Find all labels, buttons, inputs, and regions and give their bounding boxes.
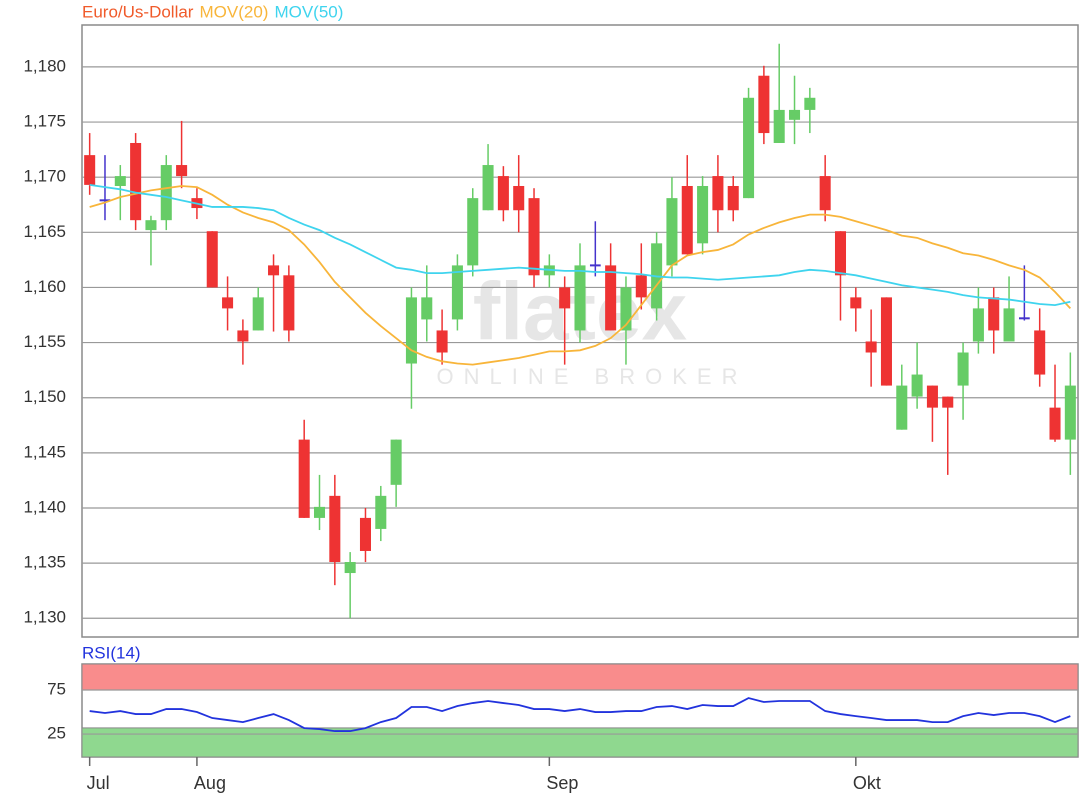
y-tick-label: 1,145 <box>23 442 66 461</box>
legend-entry: RSI(14) <box>82 643 141 662</box>
candle-body <box>620 287 632 331</box>
y-tick-label: 1,170 <box>23 167 66 186</box>
candle-body <box>773 109 785 143</box>
candle-body <box>145 220 157 231</box>
candle-body <box>559 287 571 309</box>
candle-body <box>743 97 755 199</box>
series-line <box>89 697 1071 732</box>
candle-body <box>666 198 678 266</box>
candle-body <box>834 231 847 276</box>
candle-body <box>160 165 172 221</box>
candle-body <box>574 265 586 331</box>
candle-body <box>130 142 142 221</box>
candle-body <box>84 155 96 185</box>
legend-entry: MOV(50) <box>274 2 343 21</box>
candle-body <box>1049 407 1061 440</box>
candle-body <box>436 330 448 353</box>
candle-body <box>298 439 310 518</box>
candle-body <box>804 97 816 110</box>
candle-body <box>727 185 739 211</box>
y-tick-label: 1,130 <box>23 608 66 627</box>
x-tick-label: Aug <box>194 773 226 793</box>
candle-body <box>880 297 892 386</box>
candle-body <box>911 374 923 397</box>
y-tick-label: 1,180 <box>23 56 66 75</box>
candle-body <box>237 330 249 342</box>
y-tick-label: 25 <box>47 724 66 743</box>
candle-body <box>865 341 877 353</box>
x-tick-label: Okt <box>853 773 881 793</box>
candle-body <box>467 198 479 266</box>
series-line <box>89 183 1071 306</box>
y-tick-label: 75 <box>47 679 66 698</box>
legend-entry: Euro/Us-Dollar <box>82 2 194 21</box>
candle-body <box>344 562 356 574</box>
candle-body <box>222 297 234 309</box>
y-tick-label: 1,165 <box>23 222 66 241</box>
y-tick-label: 1,135 <box>23 553 66 572</box>
series-line <box>89 185 1072 366</box>
x-tick-label: Jul <box>87 773 110 793</box>
candle-body <box>758 75 770 134</box>
candle-body <box>635 275 647 298</box>
candle-body <box>313 506 326 518</box>
candle-body <box>896 385 908 430</box>
candle-body <box>497 176 509 211</box>
candle-body <box>359 517 371 551</box>
candle-body <box>528 198 540 276</box>
x-tick-label: Sep <box>546 773 578 793</box>
candle-body <box>176 165 188 177</box>
candle-body <box>375 495 387 529</box>
candle-body <box>926 385 938 408</box>
zone <box>81 727 1079 758</box>
candle-body <box>405 297 417 364</box>
candle-body <box>268 265 280 276</box>
candle-body <box>252 297 264 331</box>
zone <box>81 663 1079 691</box>
candle-body <box>421 297 433 320</box>
y-tick-label: 1,140 <box>23 497 66 516</box>
candle-body <box>942 396 954 408</box>
candle-body <box>390 439 402 485</box>
candle-body <box>819 176 831 211</box>
candle-body <box>850 297 862 309</box>
candle-body <box>283 275 295 331</box>
legend-entry: MOV(20) <box>199 2 268 21</box>
candle-body <box>451 265 463 320</box>
candle-body <box>957 352 969 386</box>
y-tick-label: 1,175 <box>23 112 66 131</box>
candle-body <box>1064 385 1076 440</box>
candle-body <box>697 185 709 244</box>
candle-body <box>1034 330 1046 375</box>
candle-body <box>972 308 984 342</box>
candle-body <box>988 297 1000 331</box>
y-tick-label: 1,150 <box>23 387 66 406</box>
candle-body <box>605 265 617 331</box>
candle-body <box>712 176 724 211</box>
y-tick-label: 1,155 <box>23 332 66 351</box>
candle-body <box>681 185 693 255</box>
y-tick-label: 1,160 <box>23 277 66 296</box>
watermark-tagline: ONLINE BROKER <box>437 364 748 389</box>
candle-body <box>789 109 801 120</box>
candle-body <box>114 176 126 186</box>
candle-body <box>1003 308 1015 342</box>
candle-body <box>482 165 494 211</box>
candle-body <box>513 185 525 211</box>
candle-body <box>329 495 341 563</box>
candle-body <box>206 231 218 288</box>
